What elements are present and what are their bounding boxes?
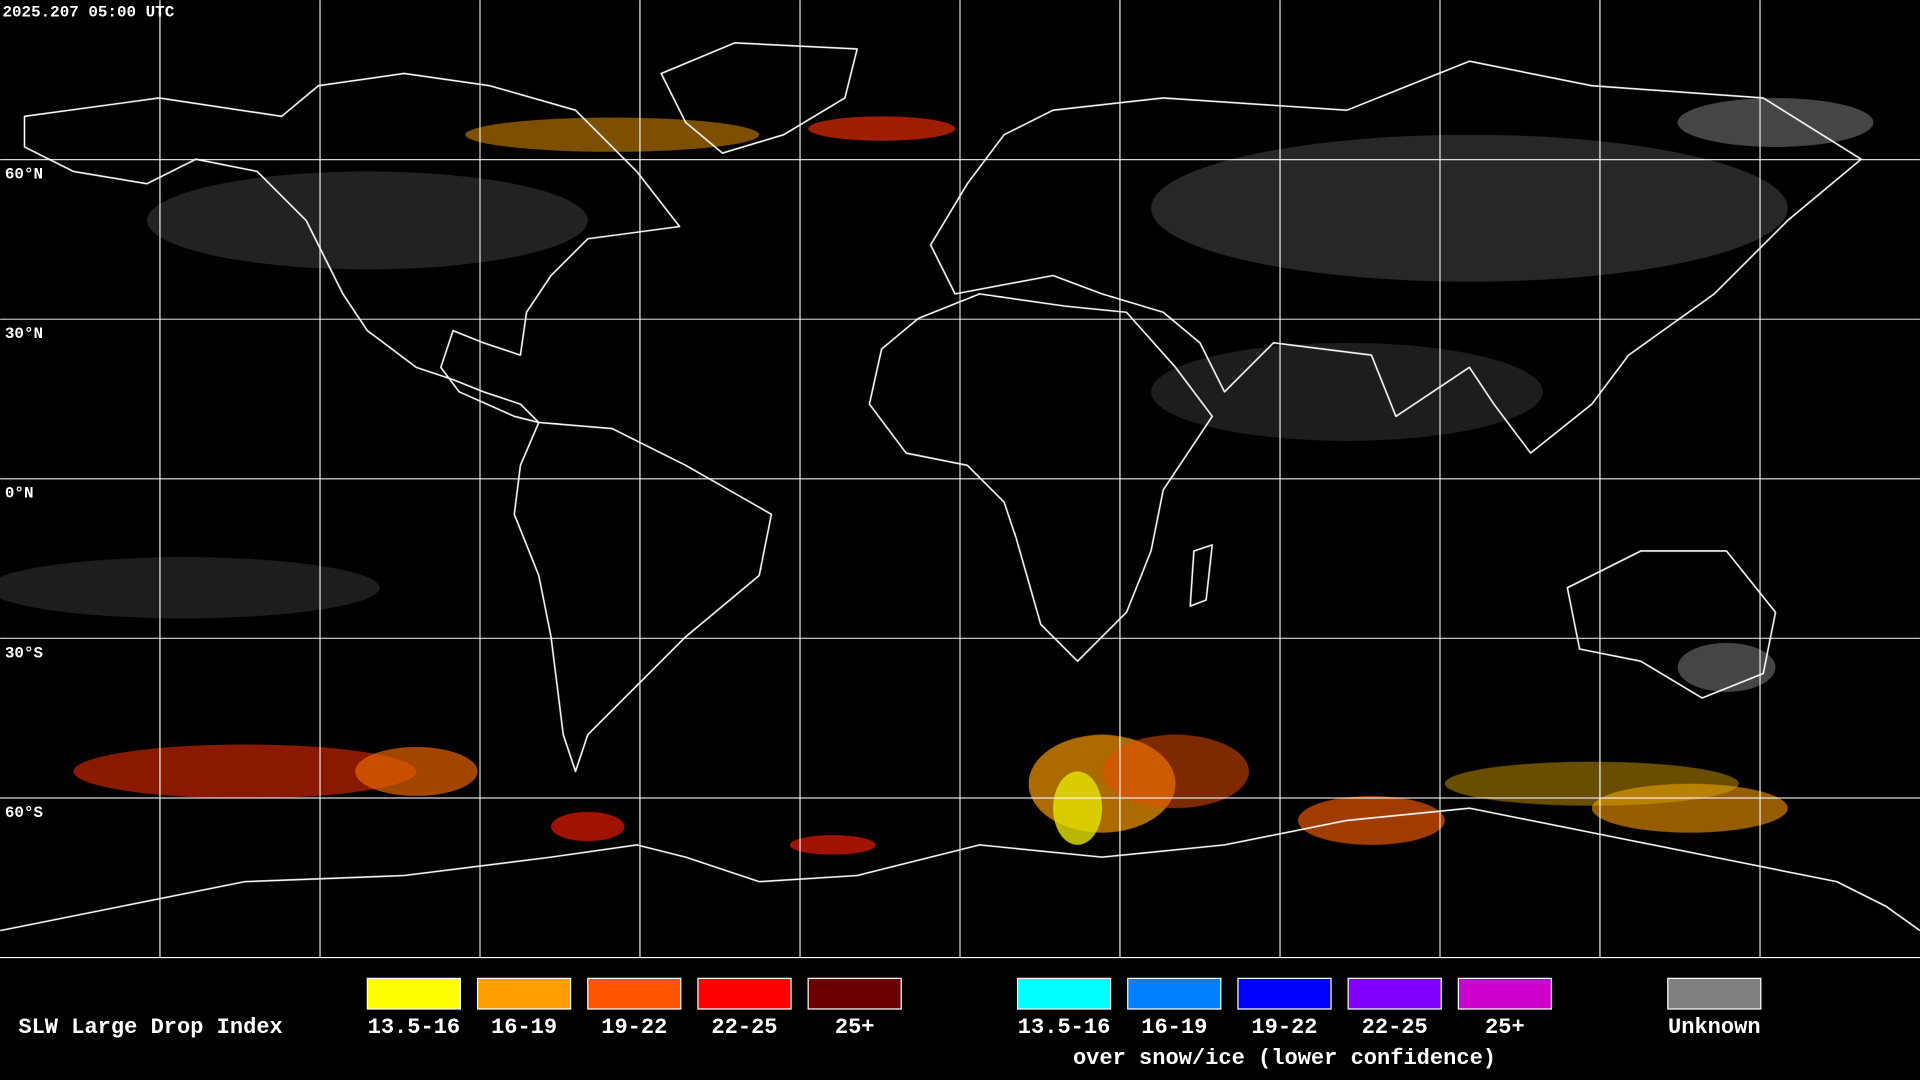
legend-swatch — [807, 977, 902, 1010]
timestamp: 2025.207 05:00 UTC — [2, 3, 174, 21]
legend-caption: over snow/ice (lower confidence) — [1073, 1046, 1496, 1071]
legend-panel — [0, 957, 1920, 1080]
latitude-label: 30°N — [5, 325, 43, 343]
graticule — [0, 0, 1920, 958]
legend-swatch — [1016, 977, 1112, 1010]
legend-swatch — [1237, 977, 1332, 1010]
legend-label: 13.5-16 — [368, 1015, 461, 1040]
legend-label: 22-25 — [711, 1015, 777, 1040]
legend-swatch — [1347, 977, 1442, 1010]
legend-label: 25+ — [835, 1015, 875, 1040]
legend-label: 22-25 — [1362, 1015, 1428, 1040]
legend-label: 25+ — [1485, 1015, 1525, 1040]
legend-title: SLW Large Drop Index — [18, 1015, 282, 1040]
legend-swatch — [1127, 977, 1222, 1010]
legend-label: 19-22 — [1251, 1015, 1317, 1040]
latitude-label: 30°S — [5, 644, 44, 662]
legend-swatch — [697, 977, 792, 1010]
latitude-label: 60°S — [5, 804, 44, 822]
legend-label: 16-19 — [1141, 1015, 1207, 1040]
latitude-label: 60°N — [5, 165, 43, 183]
legend-label: 19-22 — [601, 1015, 667, 1040]
legend-swatch — [1457, 977, 1553, 1010]
legend-label: Unknown — [1668, 1015, 1761, 1040]
legend-swatch — [366, 977, 462, 1010]
legend-swatch — [476, 977, 572, 1010]
legend-label: 16-19 — [491, 1015, 557, 1040]
legend-swatch — [1667, 977, 1762, 1010]
legend-label: 13.5-16 — [1018, 1015, 1111, 1040]
legend-swatch — [587, 977, 682, 1010]
cloud-field — [0, 97, 1874, 855]
latitude-label: 0°N — [5, 485, 34, 503]
